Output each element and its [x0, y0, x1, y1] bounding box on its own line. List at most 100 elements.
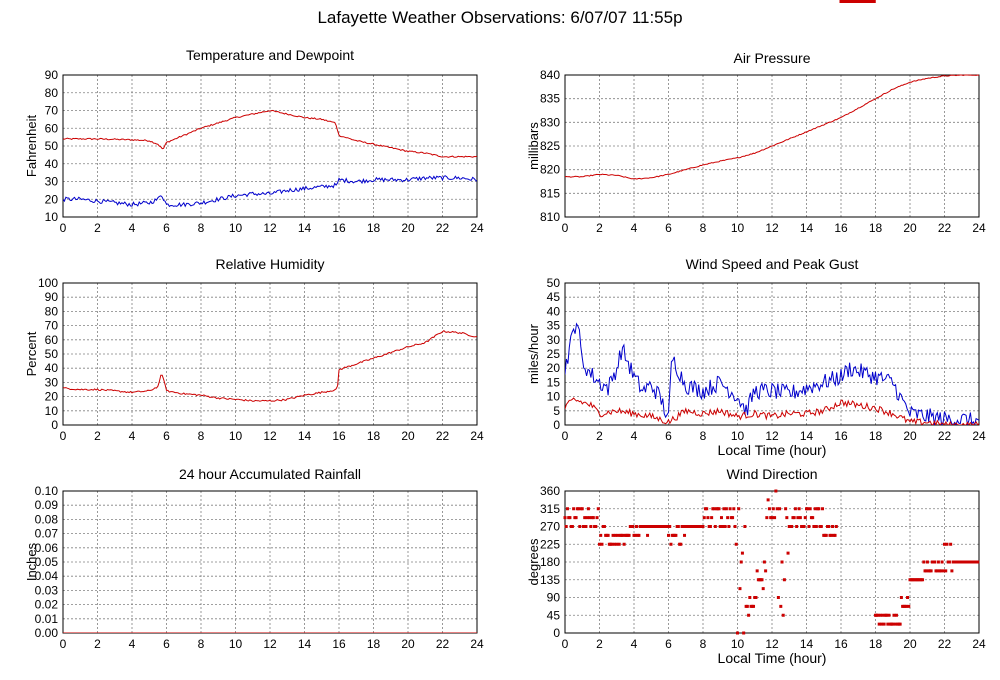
- wind-xtick-label: 18: [869, 429, 883, 443]
- wind-ytick-label: 5: [553, 404, 560, 418]
- temp-ytick-label: 60: [45, 121, 59, 135]
- humidity-ytick-label: 20: [45, 390, 59, 404]
- wind-xtick-label: 10: [731, 429, 745, 443]
- direction-point: [631, 525, 635, 528]
- rain-ytick-label: 0.07: [35, 527, 59, 541]
- humidity-ytick-label: 0: [51, 418, 58, 432]
- pressure-xtick-label: 20: [903, 221, 917, 235]
- direction-point: [745, 604, 749, 608]
- direction-xtick-label: 8: [700, 637, 707, 651]
- direction-point: [904, 604, 908, 608]
- temp-ytick-label: 10: [45, 210, 59, 224]
- direction-point: [736, 631, 739, 635]
- direction-point: [803, 516, 807, 520]
- direction-point: [943, 542, 946, 546]
- wind-xtick-label: 12: [765, 429, 779, 443]
- humidity-xtick-label: 4: [129, 429, 136, 443]
- temp-xtick-label: 10: [229, 221, 243, 235]
- direction-point: [817, 507, 821, 511]
- wind-series-1-line: [565, 397, 979, 425]
- wind-ytick-label: 35: [547, 319, 561, 333]
- direction-point: [710, 516, 714, 520]
- direction-point: [737, 507, 741, 511]
- direction-point: [727, 525, 731, 528]
- humidity-xtick-label: 10: [229, 429, 243, 443]
- direction-point: [742, 631, 746, 635]
- direction-point: [786, 551, 790, 555]
- rain-ytick-label: 0.09: [35, 498, 59, 512]
- direction-point: [754, 596, 758, 599]
- direction-point: [572, 507, 576, 511]
- direction-point: [732, 507, 736, 511]
- direction-title: Wind Direction: [726, 466, 817, 482]
- direction-point: [564, 525, 568, 528]
- wind-ytick-label: 40: [547, 304, 561, 318]
- temp-xtick-label: 0: [60, 221, 67, 235]
- direction-xtick-label: 24: [972, 637, 986, 651]
- direction-xtick-label: 4: [631, 637, 638, 651]
- direction-point: [752, 604, 756, 608]
- wind-xtick-label: 4: [631, 429, 638, 443]
- direction-point: [717, 507, 721, 511]
- rain-ytick-label: 0.02: [35, 598, 59, 612]
- direction-point: [743, 525, 747, 528]
- direction-point: [668, 525, 672, 528]
- temp-title: Temperature and Dewpoint: [186, 47, 354, 63]
- pressure-ytick-label: 815: [540, 186, 560, 200]
- direction-point: [748, 596, 752, 599]
- direction-point: [939, 569, 943, 573]
- humidity-xtick-label: 0: [60, 429, 67, 443]
- direction-point: [906, 596, 910, 599]
- direction-point: [612, 542, 616, 546]
- direction-point: [584, 525, 588, 528]
- direction-point: [733, 525, 737, 528]
- temp-xtick-label: 4: [129, 221, 136, 235]
- humidity-xtick-label: 6: [163, 429, 170, 443]
- direction-point: [616, 533, 620, 537]
- direction-point: [731, 516, 735, 520]
- direction-point: [776, 596, 780, 599]
- temp-xtick-label: 6: [163, 221, 170, 235]
- temp-ytick-label: 40: [45, 157, 59, 171]
- direction-point: [676, 525, 680, 528]
- pressure-xtick-label: 18: [869, 221, 883, 235]
- pressure-xtick-label: 0: [562, 221, 569, 235]
- direction-point: [665, 525, 669, 528]
- direction-ytick-label: 135: [540, 573, 560, 587]
- humidity-ytick-label: 90: [45, 290, 59, 304]
- humidity-ylabel: Percent: [24, 331, 39, 376]
- direction-point: [922, 560, 926, 564]
- rain-ytick-label: 0.06: [35, 541, 59, 555]
- direction-point: [892, 613, 896, 617]
- wind-xtick-label: 8: [700, 429, 707, 443]
- direction-point: [921, 578, 925, 582]
- direction-point: [596, 507, 600, 511]
- wind-xtick-label: 6: [665, 429, 672, 443]
- direction-point: [785, 516, 789, 520]
- pressure-title: Air Pressure: [733, 50, 810, 66]
- direction-point: [949, 542, 953, 546]
- direction-point: [589, 525, 593, 528]
- wind-xtick-label: 24: [972, 429, 986, 443]
- direction-point: [940, 560, 944, 564]
- direction-point: [599, 533, 603, 537]
- direction-point: [705, 507, 709, 511]
- humidity-xtick-label: 22: [436, 429, 450, 443]
- rain-grid: [62, 490, 478, 634]
- direction-xtick-label: 14: [800, 637, 814, 651]
- direction-point: [637, 533, 641, 537]
- wind-series-0-line: [565, 322, 979, 425]
- direction-ytick-label: 225: [540, 537, 560, 551]
- direction-point: [770, 516, 774, 520]
- wind-ytick-label: 50: [547, 276, 561, 290]
- rain-title: 24 hour Accumulated Rainfall: [179, 466, 361, 482]
- direction-point: [614, 533, 618, 537]
- direction-point: [606, 533, 610, 537]
- rain-xtick-label: 16: [332, 637, 346, 651]
- direction-point: [578, 525, 582, 528]
- direction-point: [713, 525, 717, 528]
- wind-ytick-label: 15: [547, 375, 561, 389]
